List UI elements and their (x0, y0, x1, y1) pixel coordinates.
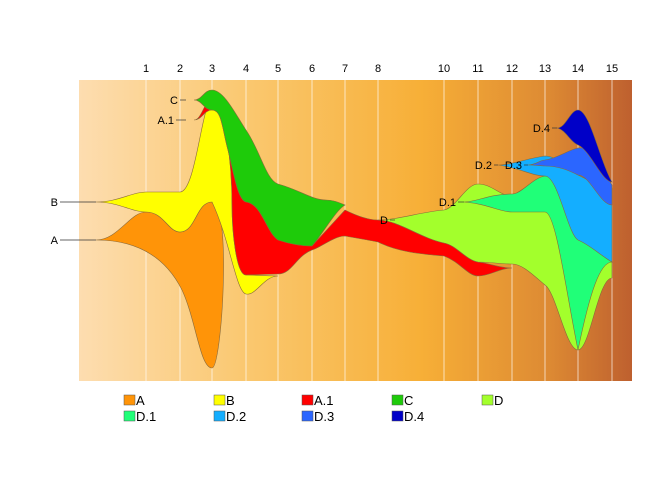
legend-label: A.1 (314, 393, 334, 408)
x-tick-label-10: 10 (438, 63, 450, 75)
legend-swatch (301, 410, 314, 422)
legend-swatch (123, 410, 136, 422)
series-d1-area (463, 175, 614, 351)
legend-label: C (404, 393, 413, 408)
legend-label: D.4 (404, 409, 424, 424)
series-label-text: D.1 (439, 197, 456, 209)
legend-label: A (136, 393, 145, 408)
legend-item-d2: D.2 (213, 409, 246, 424)
legend-item-d4: D.4 (391, 409, 424, 424)
legend-swatch (391, 394, 404, 406)
series-label-text: D.4 (533, 123, 550, 135)
legend-item-a: A (123, 393, 145, 408)
legend-item-c: C (391, 393, 413, 408)
legend-label: D.2 (226, 409, 246, 424)
series-label-d1: D.1 (439, 197, 464, 209)
legend-swatch (481, 394, 494, 406)
series-b-area (95, 99, 279, 295)
series-label-b: B (51, 197, 96, 209)
x-tick-label-4: 4 (243, 63, 249, 75)
series-label-text: A (51, 235, 59, 247)
x-tick-label-6: 6 (309, 63, 315, 75)
series-d4-area (556, 109, 613, 183)
legend-item-b: B (213, 393, 235, 408)
legend-item-d3: D.3 (301, 409, 334, 424)
legend-label: B (226, 393, 235, 408)
x-tick-label-15: 15 (606, 63, 618, 75)
legend-item-a1: A.1 (301, 393, 334, 408)
x-tick-label-7: 7 (342, 63, 348, 75)
series-label-d4: D.4 (533, 123, 557, 135)
legend-swatch (391, 410, 404, 422)
x-tick-label-14: 14 (572, 63, 584, 75)
clone-shapes (95, 89, 614, 369)
legend-label: D (494, 393, 503, 408)
series-label-text: C (170, 95, 178, 107)
series-label-a: A (51, 235, 96, 247)
x-tick-label-5: 5 (275, 63, 281, 75)
series-label-text: D.2 (475, 160, 492, 172)
x-tick-label-11: 11 (472, 63, 483, 75)
legend-swatch (213, 394, 226, 406)
legend-swatch (213, 410, 226, 422)
x-tick-label-2: 2 (177, 63, 183, 75)
legend-item-d: D (481, 393, 503, 408)
series-d3-area (527, 147, 613, 206)
series-label-d3: D.3 (505, 160, 528, 172)
x-tick-label-12: 12 (506, 63, 518, 75)
legend-label: D.3 (314, 409, 334, 424)
legend-swatch (123, 394, 136, 406)
x-tick-label-1: 1 (143, 63, 149, 75)
series-c-area (193, 89, 346, 247)
series-label-text: D (380, 215, 388, 227)
legend-swatch (301, 394, 314, 406)
legend: A B A.1 C D D.1 D.2 D.3 D.4 (123, 393, 503, 424)
x-tick-label-8: 8 (375, 63, 381, 75)
series-d2-area (497, 155, 613, 263)
x-tick-labels: 1 2 3 4 5 6 7 8 10 11 12 13 14 15 (143, 63, 618, 75)
series-label-text: B (51, 197, 58, 209)
series-label-c: C (170, 95, 186, 107)
legend-item-d1: D.1 (123, 409, 156, 424)
series-label-a1: A.1 (157, 115, 186, 127)
series-label-d: D (380, 215, 395, 227)
series-labels: A B A.1 C D D.1 D.2 D.3 D.4 (51, 95, 557, 247)
legend-label: D.1 (136, 409, 156, 424)
x-tick-label-13: 13 (539, 63, 551, 75)
series-label-text: D.3 (505, 160, 522, 172)
x-tick-label-3: 3 (209, 63, 215, 75)
series-label-d2: D.2 (475, 160, 498, 172)
series-label-text: A.1 (157, 115, 174, 127)
